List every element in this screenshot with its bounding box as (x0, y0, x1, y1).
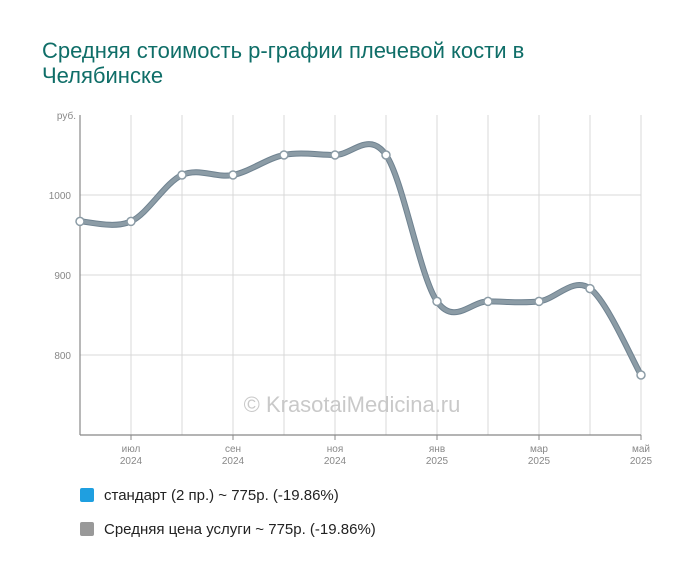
data-point (585, 283, 595, 294)
x-tick-label-month: мар (530, 444, 548, 455)
x-tick-label-year: 2024 (222, 456, 245, 467)
data-point (228, 170, 238, 180)
legend: стандарт (2 пр.) ~ 775р. (-19.86%) Средн… (80, 484, 376, 552)
data-point (126, 216, 136, 227)
x-tick-label-month: сен (225, 444, 241, 455)
legend-item-average[interactable]: Средняя цена услуги ~ 775р. (-19.86%) (80, 518, 376, 540)
data-point (75, 216, 85, 227)
legend-label-average: Средняя цена услуги ~ 775р. (-19.86%) (104, 520, 376, 538)
data-point (534, 296, 544, 307)
chart-title: Средняя стоимость р-графии плечевой кост… (42, 38, 525, 88)
legend-swatch-average (80, 522, 94, 536)
y-tick-labels: 800 900 1000 руб. (49, 110, 76, 362)
data-point (330, 150, 340, 160)
legend-label-standard: стандарт (2 пр.) ~ 775р. (-19.86%) (104, 486, 339, 504)
legend-swatch-standard (80, 488, 94, 502)
data-point (636, 370, 646, 380)
data-points (75, 150, 646, 380)
watermark: © KrasotaiMedicina.ru (244, 392, 461, 417)
x-tick-label-month: июл (122, 444, 141, 455)
y-tick-label: 800 (54, 351, 71, 362)
axes (79, 115, 641, 436)
series-line-group (77, 141, 644, 378)
x-tick-label-month: ноя (327, 444, 344, 455)
data-point (483, 296, 493, 307)
x-tick-label-year: 2024 (120, 456, 143, 467)
x-tick-label-year: 2025 (528, 456, 551, 467)
line-chart: © KrasotaiMedicina.ru 800 900 1000 руб. июл… (49, 110, 653, 467)
data-point (177, 170, 187, 180)
x-tick-label-year: 2025 (630, 456, 653, 467)
y-axis-unit-label: руб. (57, 110, 76, 122)
data-point (279, 150, 289, 160)
horizontal-gridlines (80, 194, 641, 356)
x-tick-label-month: янв (429, 444, 445, 455)
series-line (78, 142, 643, 377)
y-tick-label: 1000 (49, 191, 72, 202)
data-point (381, 150, 391, 160)
x-tick-labels: июл2024сен2024ноя2024янв2025мар2025май20… (120, 435, 653, 467)
data-point (432, 296, 442, 307)
x-tick-label-year: 2025 (426, 456, 449, 467)
x-tick-label-year: 2024 (324, 456, 347, 467)
x-tick-label-month: май (632, 444, 650, 455)
y-tick-label: 900 (54, 271, 71, 282)
legend-item-standard[interactable]: стандарт (2 пр.) ~ 775р. (-19.86%) (80, 484, 376, 506)
series-line-shadow (77, 141, 644, 378)
